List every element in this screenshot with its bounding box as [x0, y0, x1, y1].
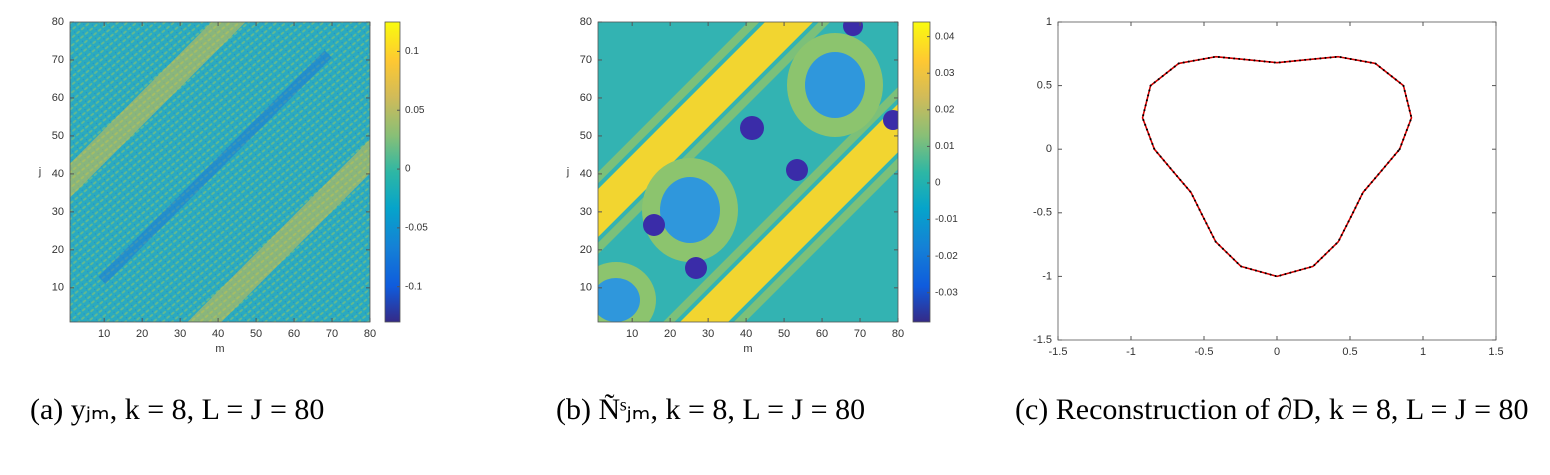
x-tick-label: 10	[626, 328, 638, 340]
axes-box	[597, 21, 899, 323]
colorbar-tick-label: -0.02	[935, 251, 958, 262]
y-tick-label: 40	[580, 168, 592, 180]
y-tick-label: 70	[52, 54, 64, 66]
colorbar-tick-label: -0.01	[935, 214, 958, 225]
y-tick-label: 0.5	[1037, 80, 1052, 92]
x-tick-label: 50	[250, 328, 262, 340]
y-tick-label: 70	[580, 54, 592, 66]
y-tick-label: 50	[52, 130, 64, 142]
caption: (c) Reconstruction of ∂D, k = 8, L = J =…	[1015, 393, 1529, 426]
x-tick-label: 10	[98, 328, 110, 340]
x-tick-label: 60	[816, 328, 828, 340]
x-tick-label: 70	[326, 328, 338, 340]
x-tick-label: 20	[136, 328, 148, 340]
x-tick-label: 40	[212, 328, 224, 340]
colorbar-tick-label: 0.03	[935, 68, 955, 79]
x-tick-label: 80	[892, 328, 904, 340]
y-tick-label: 40	[52, 168, 64, 180]
y-axis-label: j	[566, 166, 569, 178]
axes-box	[1057, 21, 1497, 341]
x-tick-label: 50	[778, 328, 790, 340]
x-tick-label: 30	[702, 328, 714, 340]
y-tick-label: 60	[580, 92, 592, 104]
series-line	[1141, 55, 1413, 278]
caption: (b) Ñˢⱼₘ, k = 8, L = J = 80	[556, 393, 866, 426]
x-tick-label: 1.5	[1488, 346, 1503, 358]
colorbar-tick-label: 0.02	[935, 104, 955, 115]
x-tick-label: 30	[174, 328, 186, 340]
y-tick-label: 60	[52, 92, 64, 104]
y-tick-label: -1	[1042, 270, 1052, 282]
colorbar-tick-label: 0	[405, 164, 411, 175]
x-tick-label: 60	[288, 328, 300, 340]
colorbar-tick-label: -0.1	[405, 281, 423, 292]
y-tick-label: -1.5	[1033, 334, 1052, 346]
y-tick-label: 0	[1046, 143, 1052, 155]
y-tick-label: 30	[580, 206, 592, 218]
x-tick-label: -1.5	[1049, 346, 1068, 358]
colorbar-tick-label: 0.1	[405, 46, 419, 57]
colorbar-tick-label: 0.05	[405, 105, 425, 116]
axes-box	[69, 21, 371, 323]
x-tick-label: 20	[664, 328, 676, 340]
caption: (a) yⱼₘ, k = 8, L = J = 80	[30, 393, 325, 426]
y-tick-label: 80	[580, 16, 592, 28]
x-tick-label: 0.5	[1342, 346, 1357, 358]
x-tick-label: 0	[1274, 346, 1280, 358]
colorbar-tick-label: 0.01	[935, 141, 955, 152]
y-tick-label: -0.5	[1033, 207, 1052, 219]
heatmap-image	[70, 22, 370, 322]
colorbar	[912, 21, 931, 323]
colorbar	[384, 21, 401, 323]
x-tick-label: -0.5	[1195, 346, 1214, 358]
x-tick-label: 1	[1420, 346, 1426, 358]
y-tick-label: 50	[580, 130, 592, 142]
x-tick-label: 40	[740, 328, 752, 340]
y-tick-label: 20	[580, 244, 592, 256]
colorbar-tick-label: 0	[935, 178, 941, 189]
heatmap-image	[598, 22, 898, 322]
x-axis-label: m	[743, 343, 752, 355]
y-tick-label: 10	[52, 282, 64, 294]
y-tick-label: 10	[580, 282, 592, 294]
y-tick-label: 80	[52, 16, 64, 28]
series-line	[1141, 55, 1413, 278]
x-axis-label: m	[215, 343, 224, 355]
y-axis-label: j	[38, 166, 41, 178]
x-tick-label: 70	[854, 328, 866, 340]
colorbar-tick-label: 0.04	[935, 31, 955, 42]
colorbar-tick-label: -0.03	[935, 287, 958, 298]
colorbar-tick-label: -0.05	[405, 223, 428, 234]
figure: 10 20 30 40 50 60 70 801020304050607080mj-0.1-0…	[38, 16, 1504, 358]
y-tick-label: 20	[52, 244, 64, 256]
y-tick-label: 30	[52, 206, 64, 218]
x-tick-label: -1	[1126, 346, 1136, 358]
y-tick-label: 1	[1046, 16, 1052, 28]
x-tick-label: 80	[364, 328, 376, 340]
